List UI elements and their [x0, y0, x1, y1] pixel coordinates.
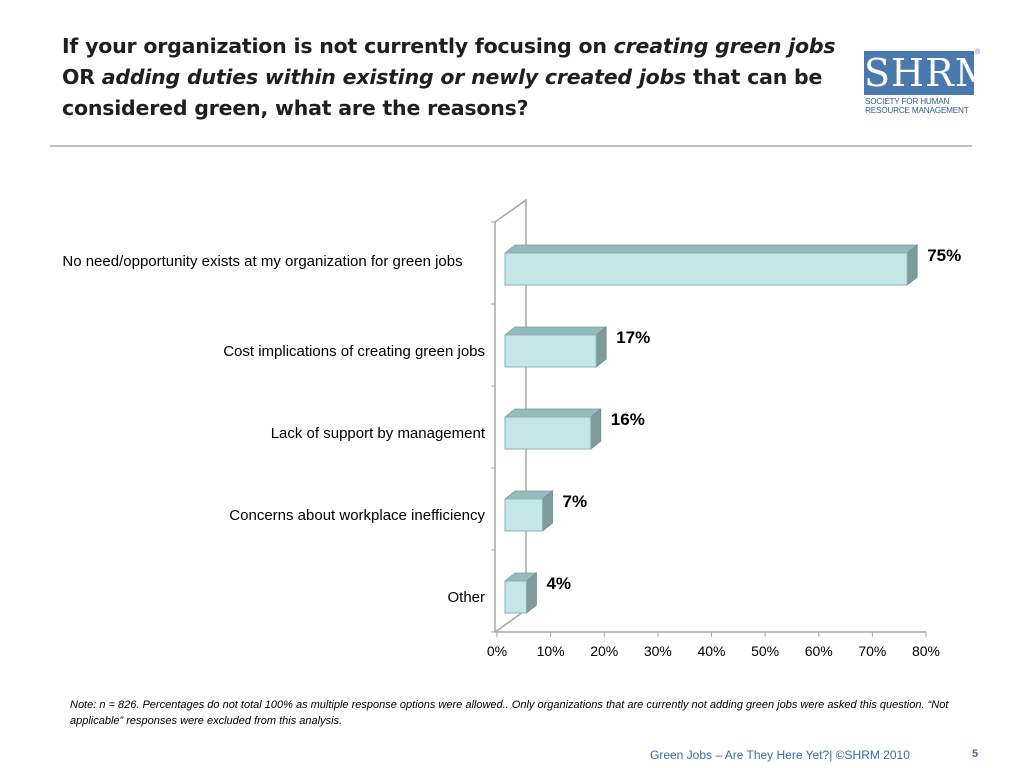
- title-emphasis-1: creating green jobs: [613, 34, 836, 58]
- bar: [504, 580, 527, 614]
- category-label: Concerns about workplace inefficiency: [229, 506, 485, 524]
- bar-top-face: [503, 326, 608, 336]
- bar: [504, 416, 592, 450]
- category-label: No need/opportunity exists at my organiz…: [62, 252, 463, 270]
- x-tick-label: 80%: [912, 643, 940, 659]
- page-number: 5: [972, 748, 979, 760]
- bar-top-face: [503, 244, 919, 254]
- title-part-5: that can be considered green, what are t…: [62, 65, 823, 120]
- data-label: 7%: [563, 492, 588, 511]
- title-divider: [50, 145, 972, 147]
- category-label: Cost implications of creating green jobs: [223, 342, 485, 360]
- title-part-3: OR: [62, 65, 102, 89]
- data-label: 4%: [546, 574, 571, 593]
- x-tick-label: 70%: [858, 643, 886, 659]
- data-label: 16%: [611, 410, 645, 429]
- data-label: 17%: [616, 328, 650, 347]
- shrm-logo-text: SOCIETY FOR HUMAN RESOURCE MANAGEMENT: [865, 97, 977, 115]
- bar-top-face: [503, 408, 602, 418]
- x-tick-label: 30%: [644, 643, 672, 659]
- logo-line-2: RESOURCE MANAGEMENT: [865, 106, 969, 115]
- footer-text: Green Jobs – Are They Here Yet?| ©SHRM 2…: [650, 748, 910, 762]
- footnote: Note: n = 826. Percentages do not total …: [70, 699, 949, 727]
- title-part-1: If your organization is not currently fo…: [62, 34, 614, 58]
- floor-edge: [494, 609, 527, 633]
- registered-mark: ®: [975, 49, 981, 56]
- bar: [504, 498, 544, 532]
- title-emphasis-2: adding duties within existing or newly c…: [101, 65, 687, 89]
- x-tick-label: 50%: [751, 643, 779, 659]
- chart-back-wall: [494, 198, 527, 610]
- category-label: Other: [447, 588, 485, 606]
- x-tick-label: 0%: [487, 643, 507, 659]
- shrm-logo-mark: SHRM: [864, 51, 995, 95]
- bar: [504, 334, 597, 368]
- x-tick-label: 20%: [590, 643, 618, 659]
- page-title: If your organization is not currently fo…: [62, 31, 862, 124]
- x-tick-label: 60%: [805, 643, 833, 659]
- logo-line-1: SOCIETY FOR HUMAN: [865, 97, 950, 106]
- x-tick-label: 10%: [537, 643, 565, 659]
- x-tick-label: 40%: [697, 643, 725, 659]
- bar: [504, 252, 908, 286]
- data-label: 75%: [927, 246, 961, 265]
- shrm-logo: SHRM ® SOCIETY FOR HUMAN RESOURCE MANAGE…: [864, 49, 995, 121]
- category-label: Lack of support by management: [270, 424, 485, 442]
- bar-chart: 0% 10% 20% 30% 40% 50% 60% 70% 80% 75% 17% 16% 7% 4%: [487, 198, 961, 659]
